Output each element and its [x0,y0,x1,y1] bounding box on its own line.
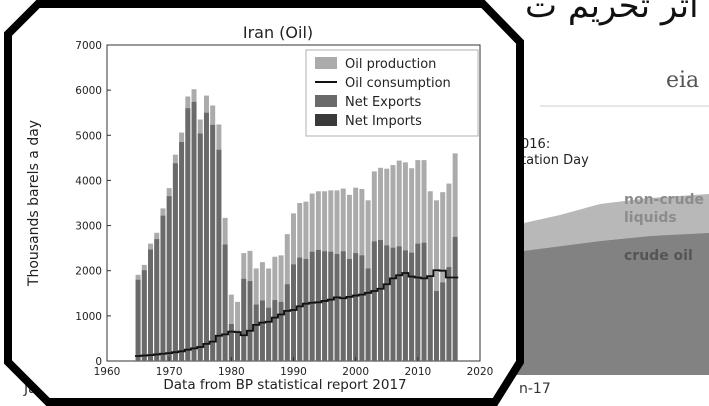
exports-bar-1986 [266,307,272,361]
exports-bar-2003 [371,241,377,361]
exports-bar-1965 [135,279,141,361]
legend-label-imports: Net Imports [345,114,422,129]
exports-bar-2007 [396,246,402,361]
exports-bar-2009 [409,252,415,361]
exports-bar-1995 [322,251,328,361]
exports-bar-1983 [247,281,253,361]
background-label-crude: crude oil [624,248,693,264]
exports-bar-1967 [148,249,154,361]
exports-bar-1974 [191,101,197,361]
exports-bar-2000 [353,253,359,361]
exports-bar-1984 [253,304,259,361]
exports-bar-1981 [235,330,241,361]
legend-label-exports: Net Exports [345,95,422,110]
x-tick-label-2000: 2000 [342,366,369,378]
y-tick-label-2000: 2000 [75,266,102,278]
exports-bar-1973 [185,108,191,361]
exports-bar-1991 [297,257,303,361]
legend-label-consumption: Oil consumption [345,76,451,91]
exports-bar-2016 [452,236,458,361]
background-label-noncrude-1: non-crude [624,192,705,208]
background-area-noncrude [515,194,709,252]
x-tick-label-1980: 1980 [218,366,245,378]
x-tick-label-2020: 2020 [467,366,494,378]
exports-bar-1996 [328,251,334,361]
background-caption-line2: tation Day [521,153,589,168]
exports-bar-2012 [427,276,433,361]
exports-bar-2010 [415,243,421,361]
exports-bar-1976 [203,112,209,361]
legend-swatch-production [315,57,337,69]
exports-bar-2015 [446,267,452,361]
exports-bar-2002 [365,268,371,361]
oil-consumption-line [134,269,459,357]
exports-bar-1978 [216,149,222,361]
exports-bar-1987 [272,300,278,361]
x-axis-label: Data from BP statistical report 2017 [163,377,406,393]
exports-bar-1980 [228,323,234,361]
exports-bar-1989 [284,284,290,361]
background-arabic-title: اثر تحریم ت [525,0,699,26]
y-tick-label-1000: 1000 [75,311,102,323]
exports-bar-1994 [315,249,321,361]
exports-bar-1998 [340,251,346,361]
exports-bar-2013 [433,291,439,361]
exports-bar-1977 [210,124,216,361]
exports-bar-1970 [166,196,172,361]
production-bar-2013 [433,200,439,361]
exports-bar-1979 [222,244,228,361]
exports-bar-1968 [154,239,160,361]
exports-bar-2006 [390,247,396,361]
background-xtick-right: n-17 [519,381,551,397]
legend-label-production: Oil production [345,57,436,72]
y-tick-label-7000: 7000 [75,40,102,52]
y-tick-label-0: 0 [95,356,102,368]
exports-bar-1990 [291,264,296,361]
exports-bar-1969 [160,215,166,361]
background-label-noncrude-2: liquids [624,210,677,226]
exports-bar-2014 [440,282,446,361]
exports-bar-1982 [241,278,247,361]
exports-bar-2011 [421,242,427,361]
x-tick-label-1960: 1960 [94,366,121,378]
x-tick-label-1990: 1990 [280,366,307,378]
exports-bar-1993 [309,251,315,361]
exports-bar-2008 [402,250,408,361]
exports-bar-1966 [141,270,147,361]
exports-bar-1999 [346,258,352,361]
x-tick-label-2010: 2010 [404,366,431,378]
production-bar-2014 [440,192,446,361]
exports-bar-1992 [303,258,309,361]
exports-bar-1971 [172,163,178,361]
ticks-layer: 0 1000 2000 3000 4000 5000 6000 7000 1960 1970 198… [75,40,493,378]
background-area-crude [515,233,709,375]
exports-bar-2004 [378,240,384,361]
exports-bar-1975 [197,133,203,361]
bars-layer [135,89,458,362]
y-tick-label-5000: 5000 [75,130,102,142]
exports-bar-2001 [359,255,365,361]
y-tick-label-4000: 4000 [75,175,102,187]
exports-bar-1997 [334,254,340,361]
exports-bar-1972 [179,142,185,361]
background-caption-line1: 016: [521,137,551,152]
y-tick-label-6000: 6000 [75,85,102,97]
legend: Oil production Oil consumption Net Expor… [305,49,479,137]
chart-title: Iran (Oil) [243,23,313,42]
legend-swatch-imports [315,114,337,126]
exports-bar-1988 [278,301,284,361]
legend-swatch-exports [315,95,337,107]
exports-bar-1985 [259,300,265,361]
x-tick-label-1970: 1970 [156,366,183,378]
eia-logo: eia [666,68,700,93]
y-tick-label-3000: 3000 [75,221,102,233]
exports-bar-2005 [384,245,390,361]
y-axis-label: Thousands barels a day [26,120,42,287]
